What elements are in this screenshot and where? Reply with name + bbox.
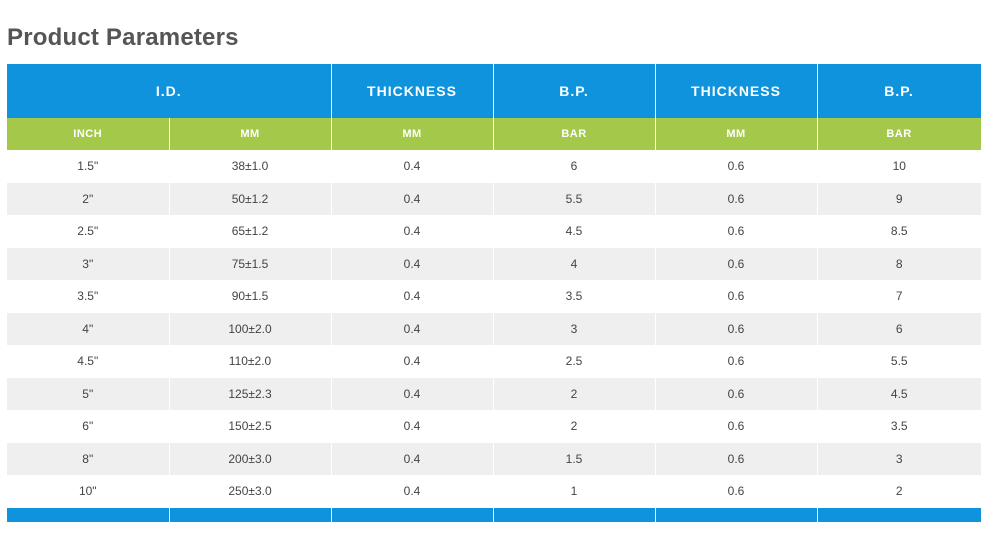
page-title: Product Parameters: [7, 24, 239, 51]
cell-mm: 100±2.0: [169, 312, 332, 345]
cell-thickness-2: 0.6: [655, 410, 818, 443]
cell-inch: 3": [7, 247, 170, 280]
header-id: I.D.: [7, 64, 332, 118]
cell-bp-2: 10: [817, 150, 981, 183]
cell-mm: 90±1.5: [169, 280, 332, 313]
cell-inch: 6": [7, 410, 170, 443]
table-row: 6" 150±2.5 0.4 2 0.6 3.5: [7, 410, 981, 443]
cell-inch: 4.5": [7, 345, 170, 378]
cell-inch: 2": [7, 182, 170, 215]
header-bp-2: B.P.: [817, 64, 982, 118]
cell-inch: 4": [7, 312, 170, 345]
footer-cell: [7, 507, 170, 522]
unit-bar-2: BAR: [817, 118, 982, 150]
cell-bp-2: 9: [817, 182, 981, 215]
cell-thickness-1: 0.4: [331, 247, 494, 280]
cell-bp-1: 4: [493, 247, 656, 280]
footer-cell: [655, 507, 818, 522]
cell-bp-2: 3.5: [817, 410, 981, 443]
product-parameters-table: I.D. THICKNESS B.P. THICKNESS B.P. INCH …: [7, 64, 982, 522]
footer-cell: [169, 507, 332, 522]
cell-inch: 8": [7, 442, 170, 475]
cell-thickness-2: 0.6: [655, 312, 818, 345]
cell-bp-2: 8.5: [817, 215, 981, 248]
cell-bp-1: 1.5: [493, 442, 656, 475]
cell-thickness-1: 0.4: [331, 345, 494, 378]
cell-bp-1: 6: [493, 150, 656, 183]
cell-inch: 2.5": [7, 215, 170, 248]
cell-mm: 150±2.5: [169, 410, 332, 443]
table-row: 2" 50±1.2 0.4 5.5 0.6 9: [7, 182, 981, 215]
cell-bp-1: 1: [493, 475, 656, 508]
table-row: 2.5" 65±1.2 0.4 4.5 0.6 8.5: [7, 215, 981, 248]
table-row: 10" 250±3.0 0.4 1 0.6 2: [7, 475, 981, 508]
cell-thickness-1: 0.4: [331, 280, 494, 313]
cell-thickness-2: 0.6: [655, 280, 818, 313]
cell-bp-2: 5.5: [817, 345, 981, 378]
cell-mm: 250±3.0: [169, 475, 332, 508]
cell-inch: 5": [7, 377, 170, 410]
cell-mm: 65±1.2: [169, 215, 332, 248]
unit-mm-id: MM: [169, 118, 332, 150]
cell-thickness-1: 0.4: [331, 215, 494, 248]
unit-inch: INCH: [7, 118, 170, 150]
cell-thickness-1: 0.4: [331, 410, 494, 443]
cell-bp-2: 6: [817, 312, 981, 345]
cell-thickness-2: 0.6: [655, 182, 818, 215]
header-thickness-2: THICKNESS: [655, 64, 818, 118]
cell-bp-2: 4.5: [817, 377, 981, 410]
cell-bp-2: 3: [817, 442, 981, 475]
cell-bp-2: 2: [817, 475, 981, 508]
table-row: 1.5" 38±1.0 0.4 6 0.6 10: [7, 150, 981, 183]
cell-mm: 50±1.2: [169, 182, 332, 215]
table-row: 5" 125±2.3 0.4 2 0.6 4.5: [7, 377, 981, 410]
cell-mm: 125±2.3: [169, 377, 332, 410]
table-row: 4.5" 110±2.0 0.4 2.5 0.6 5.5: [7, 345, 981, 378]
unit-mm-thickness-1: MM: [331, 118, 494, 150]
cell-thickness-2: 0.6: [655, 442, 818, 475]
cell-thickness-1: 0.4: [331, 377, 494, 410]
cell-mm: 75±1.5: [169, 247, 332, 280]
cell-bp-1: 2: [493, 410, 656, 443]
table-row: 3" 75±1.5 0.4 4 0.6 8: [7, 247, 981, 280]
cell-bp-1: 4.5: [493, 215, 656, 248]
cell-thickness-1: 0.4: [331, 312, 494, 345]
cell-thickness-2: 0.6: [655, 345, 818, 378]
footer-cell: [331, 507, 494, 522]
cell-inch: 3.5": [7, 280, 170, 313]
cell-thickness-2: 0.6: [655, 377, 818, 410]
cell-thickness-2: 0.6: [655, 215, 818, 248]
table-row: 4" 100±2.0 0.4 3 0.6 6: [7, 312, 981, 345]
unit-mm-thickness-2: MM: [655, 118, 818, 150]
cell-inch: 10": [7, 475, 170, 508]
cell-bp-1: 3.5: [493, 280, 656, 313]
header-bp-1: B.P.: [493, 64, 656, 118]
cell-mm: 38±1.0: [169, 150, 332, 183]
cell-thickness-1: 0.4: [331, 150, 494, 183]
footer-cell: [493, 507, 656, 522]
footer-cell: [817, 507, 982, 522]
cell-bp-2: 7: [817, 280, 981, 313]
cell-bp-1: 2.5: [493, 345, 656, 378]
cell-mm: 110±2.0: [169, 345, 332, 378]
cell-thickness-2: 0.6: [655, 150, 818, 183]
cell-bp-1: 5.5: [493, 182, 656, 215]
table-row: 8" 200±3.0 0.4 1.5 0.6 3: [7, 442, 981, 475]
cell-thickness-1: 0.4: [331, 182, 494, 215]
cell-thickness-1: 0.4: [331, 442, 494, 475]
table-row: 3.5" 90±1.5 0.4 3.5 0.6 7: [7, 280, 981, 313]
cell-thickness-2: 0.6: [655, 475, 818, 508]
cell-bp-1: 2: [493, 377, 656, 410]
cell-bp-1: 3: [493, 312, 656, 345]
unit-bar-1: BAR: [493, 118, 656, 150]
header-thickness-1: THICKNESS: [331, 64, 494, 118]
cell-thickness-1: 0.4: [331, 475, 494, 508]
cell-thickness-2: 0.6: [655, 247, 818, 280]
group-header-row: I.D. THICKNESS B.P. THICKNESS B.P.: [7, 64, 982, 118]
unit-header-row: INCH MM MM BAR MM BAR: [7, 118, 982, 150]
cell-bp-2: 8: [817, 247, 981, 280]
cell-inch: 1.5": [7, 150, 170, 183]
table-footer-bar: [7, 507, 982, 522]
cell-mm: 200±3.0: [169, 442, 332, 475]
